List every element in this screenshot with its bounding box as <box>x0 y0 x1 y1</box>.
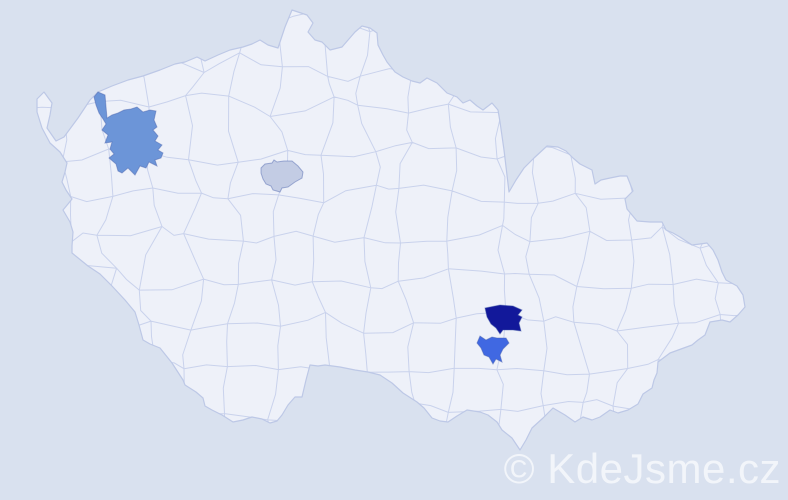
highlighted-district-southeast-dark <box>484 304 523 335</box>
country-land <box>37 10 745 450</box>
highlighted-district-west <box>93 91 164 176</box>
country-outline <box>36 9 746 451</box>
highlighted-district-center <box>260 159 304 193</box>
watermark-text: © KdeJsme.cz <box>504 445 781 492</box>
highlighted-district-southeast-medium <box>476 335 510 365</box>
highlighted-districts <box>93 91 523 365</box>
